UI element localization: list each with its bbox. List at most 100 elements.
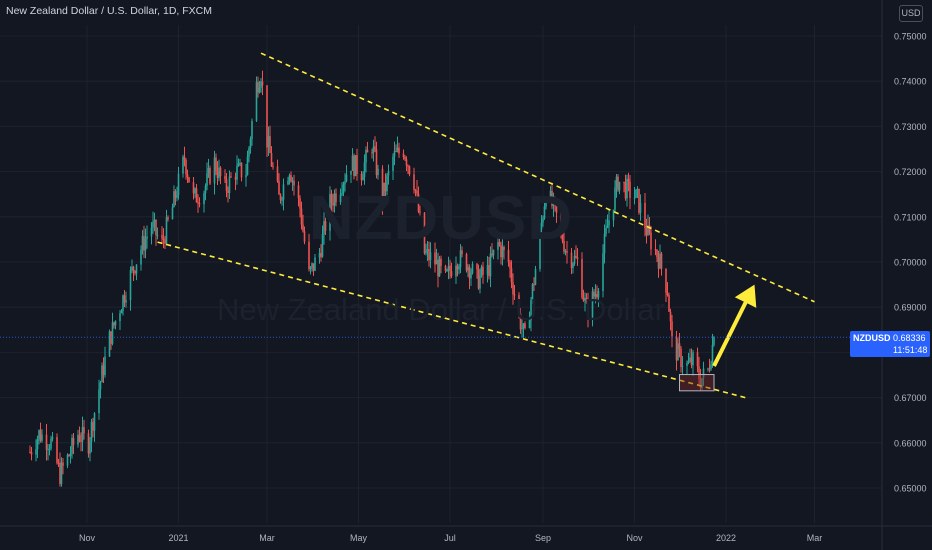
candle-body: [384, 182, 387, 192]
candle-body: [249, 139, 252, 148]
candle-body: [666, 292, 669, 295]
x-tick-label: Sep: [535, 533, 551, 543]
candle-body: [500, 244, 502, 258]
candle-body: [309, 267, 312, 270]
candle-body: [245, 175, 247, 178]
candle-body: [491, 253, 493, 256]
candle-body: [440, 258, 442, 266]
y-tick-label: 0.71000: [894, 212, 927, 222]
candle-body: [587, 303, 589, 318]
candle-body: [318, 253, 321, 258]
candle-body: [182, 156, 184, 174]
candle-body: [266, 85, 268, 148]
x-tick-label: Mar: [259, 533, 275, 543]
candle-body: [183, 156, 186, 160]
candle-body: [297, 185, 300, 199]
candle-body: [162, 238, 165, 241]
candle-body: [560, 212, 562, 229]
candle-body: [509, 261, 511, 269]
candle-body: [512, 282, 514, 295]
candle-body: [644, 202, 646, 228]
candle-body: [659, 253, 661, 269]
candle-body: [228, 176, 231, 194]
candle-body: [156, 234, 159, 236]
candle-body: [606, 225, 609, 228]
candle-body: [240, 162, 243, 178]
candle-body: [387, 170, 390, 176]
candle-body: [77, 434, 79, 445]
candle-body: [234, 176, 237, 180]
candle-body: [554, 198, 556, 204]
candle-body: [377, 168, 379, 176]
candle-body: [585, 298, 588, 304]
candle-body: [479, 275, 481, 289]
candle-body: [612, 209, 615, 221]
candle-body: [545, 200, 547, 207]
candle-body: [707, 368, 709, 370]
candle-body: [477, 269, 480, 289]
candle-body: [366, 149, 369, 153]
chart-title[interactable]: New Zealand Dollar / U.S. Dollar, 1D, FX…: [6, 5, 212, 17]
candle-body: [476, 263, 478, 270]
candle-body: [618, 181, 621, 191]
candle-body: [60, 462, 63, 484]
candle-body: [29, 451, 31, 453]
candle-body: [56, 437, 58, 463]
candle-body: [383, 182, 385, 205]
y-tick-label: 0.66000: [894, 438, 927, 448]
candle-body: [83, 427, 85, 434]
candle-body: [521, 328, 523, 330]
candle-body: [308, 241, 310, 270]
candle-body: [122, 295, 124, 311]
candle-body: [629, 181, 631, 198]
candle-body: [114, 321, 117, 326]
candle-body: [35, 449, 37, 455]
candle-body: [470, 272, 472, 279]
candle-body: [665, 268, 667, 293]
candle-body: [323, 221, 325, 235]
candle-body: [225, 179, 228, 191]
candle-body: [624, 182, 627, 199]
candle-body: [489, 253, 492, 277]
candle-body: [522, 323, 525, 329]
candle-body: [204, 185, 207, 194]
candle-body: [633, 197, 636, 199]
candle-body: [92, 421, 94, 431]
candle-body: [209, 167, 211, 184]
candle-body: [176, 195, 178, 198]
candle-body: [152, 221, 154, 228]
x-axis: Nov 2021 Mar May Jul Sep Nov 2022 Mar: [0, 525, 932, 543]
candle-body: [356, 155, 358, 174]
candle-body: [87, 433, 90, 454]
candle-body: [140, 249, 142, 265]
candle-body: [39, 430, 42, 441]
candle-body: [260, 81, 262, 88]
candle-body: [333, 193, 336, 206]
candle-body: [216, 171, 219, 179]
candle-body: [498, 242, 501, 245]
candle-body: [575, 255, 577, 258]
candle-body: [572, 263, 574, 268]
candle-body: [59, 463, 61, 484]
y-tick-label: 0.74000: [894, 77, 927, 87]
candle-body: [533, 284, 535, 286]
candle-body: [251, 120, 253, 140]
candle-body: [329, 194, 331, 231]
candle-body: [543, 206, 546, 219]
candle-body: [374, 146, 376, 150]
currency-button[interactable]: USD: [899, 5, 923, 22]
candle-body: [339, 194, 342, 203]
candle-body: [302, 224, 304, 232]
candle-body: [503, 246, 505, 250]
candle-body: [192, 182, 195, 194]
candle-body: [689, 357, 691, 362]
candle-body: [596, 294, 598, 298]
candle-body: [248, 147, 250, 157]
candle-body: [81, 427, 84, 442]
candle-body: [167, 217, 169, 220]
candle-body: [267, 136, 270, 148]
candle-body: [303, 231, 306, 242]
candle-body: [593, 291, 595, 297]
candle-body: [236, 165, 238, 180]
